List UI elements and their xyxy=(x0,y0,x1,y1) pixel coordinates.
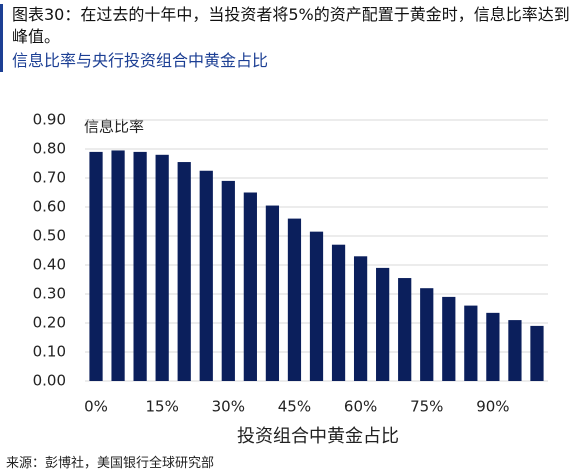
bar xyxy=(331,244,346,381)
x-tick-label: 90% xyxy=(476,398,509,416)
y-tick-label: 0.80 xyxy=(33,140,66,158)
bar xyxy=(530,325,544,381)
x-axis-label: 投资组合中黄金占比 xyxy=(237,426,399,447)
x-tick-label: 0% xyxy=(84,398,108,416)
bar xyxy=(287,218,302,381)
bar xyxy=(243,192,257,381)
bar xyxy=(508,320,522,381)
y-tick-label: 0.20 xyxy=(33,314,66,332)
bar xyxy=(309,231,324,381)
bar xyxy=(398,278,412,381)
x-tick-label: 45% xyxy=(278,398,311,416)
bar xyxy=(89,151,103,381)
bar xyxy=(177,162,191,381)
bar xyxy=(376,267,390,381)
y-tick-label: 0.00 xyxy=(33,372,66,390)
chart-title: 图表30：在过去的十年中，当投资者将5%的资产配置于黄金时，信息比率达到峰值。 xyxy=(12,5,570,46)
y-tick-label: 0.40 xyxy=(33,256,66,274)
y-tick-label: 0.60 xyxy=(33,198,66,216)
bar xyxy=(486,312,500,381)
y-tick-label: 0.10 xyxy=(33,343,66,361)
bar xyxy=(133,151,147,381)
bar xyxy=(464,305,478,381)
bar xyxy=(155,154,169,381)
bar xyxy=(353,256,368,381)
bar xyxy=(221,180,235,381)
header: 图表30：在过去的十年中，当投资者将5%的资产配置于黄金时，信息比率达到峰值。 … xyxy=(0,4,578,72)
y-tick-label: 0.90 xyxy=(33,111,66,129)
x-tick-label: 60% xyxy=(344,398,377,416)
y-tick-label: 0.70 xyxy=(33,169,66,187)
bar xyxy=(442,296,456,381)
bar xyxy=(420,288,434,381)
x-tick-label: 15% xyxy=(145,398,178,416)
y-tick-label: 0.50 xyxy=(33,227,66,245)
x-tick-label: 75% xyxy=(410,398,443,416)
bar xyxy=(265,205,280,381)
chart-subtitle: 信息比率与央行投资组合中黄金占比 xyxy=(12,51,269,70)
y-axis-label: 信息比率 xyxy=(84,118,144,136)
y-tick-label: 0.30 xyxy=(33,285,66,303)
bar xyxy=(111,150,125,381)
source: 来源：彭博社，美国银行全球研究部 xyxy=(6,456,215,471)
chart: 信息比率 投资组合中黄金占比 0.00 0.10 0.20 0.30 0.40 0.50 0… xyxy=(33,111,548,447)
bar xyxy=(199,170,213,381)
x-tick-label: 30% xyxy=(212,398,245,416)
